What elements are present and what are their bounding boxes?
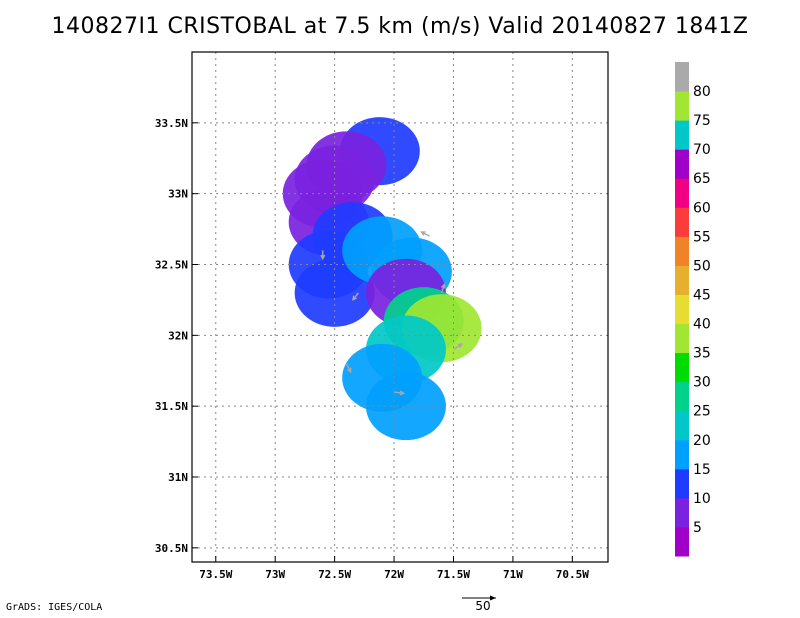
colorbar-swatch (675, 120, 689, 150)
y-axis: 30.5N 31N 31.5N 32N 32.5N 33N 33.5N (155, 117, 198, 555)
wind-vector-head-2 (420, 231, 426, 236)
y-tick-label: 32N (168, 329, 188, 342)
colorbar-label: 50 (693, 258, 711, 274)
wind-vector-head-3 (440, 283, 446, 289)
plot-frame (191, 51, 609, 563)
x-tick-label: 73.5W (199, 568, 232, 581)
x-axis: 73.5W 73W 72.5W 72W 71.5W 71W 70.5W (199, 556, 589, 581)
wind-vector-head-6 (346, 367, 352, 374)
x-tick-label: 72W (384, 568, 404, 581)
colorbar-label: 80 (693, 84, 711, 100)
grid-lines (192, 52, 608, 562)
colorbar-swatch (675, 62, 689, 92)
colorbar-swatch (675, 526, 689, 557)
reference-vector-label: 50 (475, 599, 491, 613)
colorbar: 5 10 15 20 25 30 35 40 45 50 55 60 65 70 75 80 (675, 62, 711, 557)
credit-text: GrADS: IGES/COLA (6, 602, 103, 613)
wind-vector-head-4 (457, 343, 463, 348)
x-tick-label: 70.5W (556, 568, 589, 581)
wind-vector-head-1 (352, 295, 357, 301)
colorbar-label: 25 (693, 404, 711, 420)
wind-vectors (320, 231, 463, 396)
x-tick-label: 71W (503, 568, 523, 581)
x-tick-label: 73W (265, 568, 285, 581)
colorbar-label: 45 (693, 287, 711, 303)
wind-vector-head-0 (320, 254, 326, 260)
y-tick-label: 30.5N (155, 542, 188, 555)
wind-vector-2 (421, 231, 431, 237)
colorbar-swatch (675, 468, 689, 499)
y-tick-label: 33N (168, 188, 188, 201)
wind-speed-field (282, 117, 482, 441)
colorbar-label: 15 (693, 462, 711, 478)
colorbar-label: 35 (693, 346, 711, 362)
colorbar-label: 30 (693, 375, 711, 391)
colorbar-label: 55 (693, 229, 711, 245)
colorbar-swatch (675, 381, 689, 412)
field-cell-15 (365, 372, 446, 441)
y-tick-label: 32.5N (155, 259, 188, 272)
colorbar-label: 60 (693, 200, 711, 216)
wind-vector-5 (393, 391, 404, 395)
colorbar-swatch (675, 410, 689, 441)
y-tick-label: 31.5N (155, 400, 188, 413)
colorbar-label: 5 (693, 520, 702, 536)
wind-vector-head-5 (399, 390, 406, 396)
y-tick-label: 33.5N (155, 117, 188, 130)
colorbar-label: 10 (693, 491, 711, 507)
colorbar-swatch (675, 265, 689, 295)
colorbar-label: 40 (693, 317, 711, 333)
colorbar-swatch (675, 497, 689, 528)
x-tick-label: 71.5W (437, 568, 470, 581)
wind-vector-6 (345, 363, 352, 373)
y-tick-label: 31N (168, 471, 188, 484)
colorbar-label: 70 (693, 142, 711, 158)
colorbar-swatch (675, 439, 689, 470)
colorbar-swatch (675, 207, 689, 237)
colorbar-swatch (675, 149, 689, 179)
colorbar-swatch (675, 236, 689, 266)
colorbar-label: 65 (693, 171, 711, 187)
reference-vector (462, 595, 496, 601)
x-tick-label: 72.5W (318, 568, 351, 581)
colorbar-label: 75 (693, 113, 711, 129)
colorbar-swatch (675, 294, 689, 325)
colorbar-swatch (675, 178, 689, 208)
colorbar-label: 20 (693, 433, 711, 449)
chart-title: 140827I1 CRISTOBAL at 7.5 km (m/s) Valid… (51, 14, 749, 39)
colorbar-swatch (675, 352, 689, 383)
wind-vector-4 (453, 343, 463, 351)
colorbar-swatch (675, 91, 689, 121)
colorbar-swatch (675, 323, 689, 354)
